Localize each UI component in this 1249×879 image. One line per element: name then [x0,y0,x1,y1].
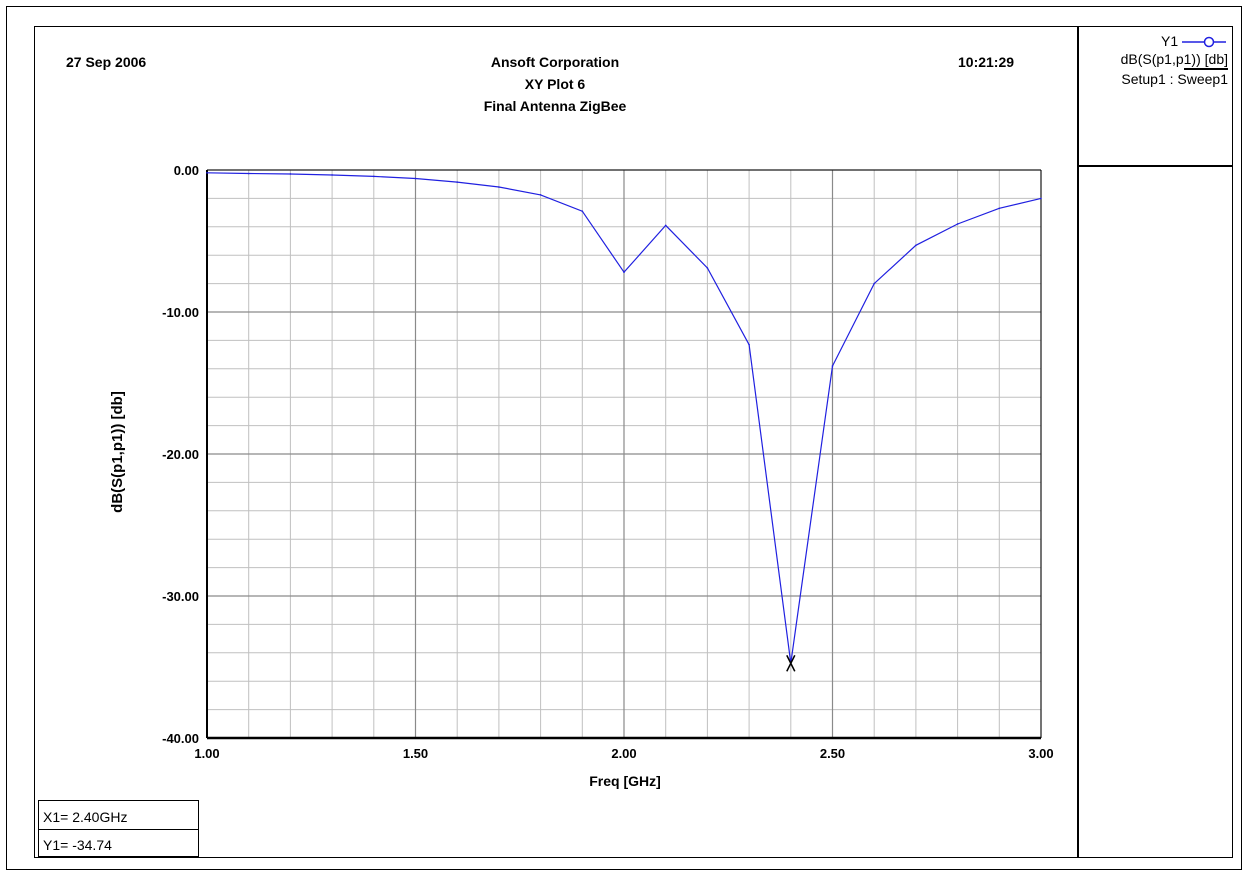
data-point [456,181,459,183]
marker-readout: X1= 2.40GHz Y1= -34.74 [38,800,199,857]
data-point [206,172,208,174]
data-point [664,224,667,227]
data-point [831,365,834,367]
chart-title: Final Antenna ZigBee [483,98,627,114]
marker-divider [39,829,198,830]
data-point [748,343,750,346]
data-point [373,175,375,178]
plot-time: 10:21:29 [958,54,1015,70]
plot-date: 27 Sep 2006 [66,54,147,70]
marker-y-readout: Y1= -34.74 [43,837,112,853]
x-tick-label: 2.00 [611,746,636,761]
x-tick-label: 2.50 [820,746,845,761]
y-tick-label: -30.00 [162,589,199,604]
x-tick-label: 1.50 [403,746,428,761]
plot-name: XY Plot 6 [524,76,586,92]
data-point [1040,197,1042,200]
x-axis-label: Freq [GHz] [589,773,661,789]
data-point [706,267,709,269]
x-tick-labels: 1.00 1.50 2.00 2.50 3.00 [194,746,1053,761]
data-point [623,271,625,274]
legend-line-icon [1182,37,1226,48]
marker-x-readout: X1= 2.40GHz [43,809,128,825]
x-tick-label: 1.00 [194,746,219,761]
data-point [873,282,875,285]
y-tick-label: 0.00 [174,163,199,178]
data-point [998,207,1001,210]
x-tick-label: 3.00 [1028,746,1053,761]
marker-x-stroke [786,654,796,672]
y-axis-label: dB(S(p1,p1)) [db] [109,391,126,513]
legend-series-row: Y1 [1161,33,1226,49]
legend-expression: dB(S(p1,p1)) [db] [1120,51,1228,67]
y-tick-label: -10.00 [162,305,199,320]
data-point [498,186,500,188]
y-tick-labels: 0.00 -10.00 -20.00 -30.00 -40.00 [162,163,199,746]
data-point [289,173,292,175]
legend-series-label: Y1 [1160,33,1179,49]
legend[interactable]: Y1 dB(S(p1,p1)) [db] Setup1 : Sweep1 [1079,27,1232,167]
axes [206,169,1042,740]
data-point [581,210,584,212]
legend-setup: Setup1 : Sweep1 [1121,71,1228,87]
page-frame [6,6,1242,870]
data-point [539,194,542,196]
y-tick-label: -40.00 [162,731,199,746]
data-point [915,244,917,247]
data-point [414,177,417,180]
marker-x1[interactable] [786,654,796,672]
data-point [956,223,959,225]
data-point [247,172,250,175]
y-tick-label: -20.00 [162,447,199,462]
plot-company: Ansoft Corporation [490,54,620,70]
legend-expression-underline [1184,68,1228,70]
data-point [331,174,333,176]
legend-panel: Y1 dB(S(p1,p1)) [db] Setup1 : Sweep1 [1077,26,1233,858]
